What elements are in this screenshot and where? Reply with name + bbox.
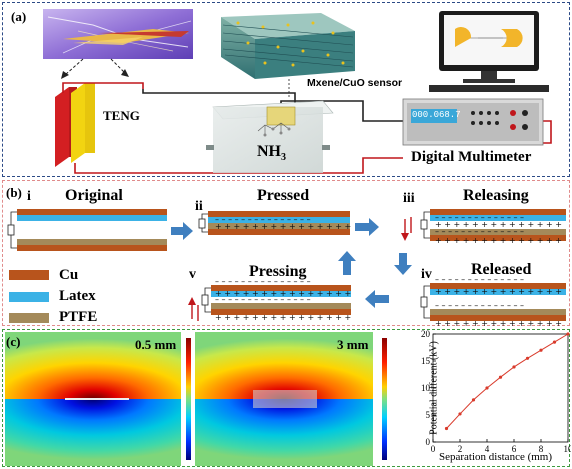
svg-text:– – – – – – – – – – – – – – –: – – – – – – – – – – – – – – – bbox=[215, 277, 311, 286]
panel-b: – – – – – – – – – – – – – – – + + + + + … bbox=[2, 180, 570, 327]
glowing-sheet-image bbox=[43, 9, 193, 59]
mxene-stack-image bbox=[221, 13, 355, 79]
gas-label-subscript: 3 bbox=[281, 152, 286, 164]
series-line bbox=[446, 333, 569, 429]
data-point bbox=[444, 426, 449, 431]
x-tick-label: 0 bbox=[431, 444, 436, 454]
stage-iii-device bbox=[420, 209, 566, 241]
legend-ptfe: PTFE bbox=[59, 309, 98, 325]
data-point bbox=[485, 386, 489, 390]
chart-frame bbox=[432, 333, 569, 443]
meter-reading: 000.068.7 bbox=[412, 110, 461, 120]
stage-i-device bbox=[7, 209, 167, 251]
svg-text:+ + + + + + + + + + + + + +: + + + + + + + + + + + + + + bbox=[435, 220, 562, 229]
stage-iv-numeral: iv bbox=[421, 267, 432, 282]
stage-i-title: Original bbox=[65, 187, 123, 204]
y-tick-label: 20 bbox=[421, 330, 431, 339]
svg-text:+ + + + + + + + + + + + + + +: + + + + + + + + + + + + + + + bbox=[215, 313, 351, 322]
sensor-label: Mxene/CuO sensor bbox=[307, 77, 403, 89]
legend-swatch-ptfe bbox=[9, 313, 49, 323]
data-point bbox=[458, 412, 462, 416]
stage-ii-device bbox=[198, 211, 350, 235]
gas-label-main: NH bbox=[257, 143, 281, 160]
data-point bbox=[539, 348, 543, 352]
map-1-label: 0.5 mm bbox=[135, 337, 177, 352]
data-point bbox=[512, 365, 516, 369]
chart-ylabel: Potential different (kV) bbox=[428, 341, 440, 435]
chart-xlabel: Separation distance (mm) bbox=[439, 451, 553, 463]
data-point bbox=[552, 340, 557, 344]
stage-ii-numeral: ii bbox=[195, 199, 203, 214]
svg-text:– – – – – – – – – – – – – –: – – – – – – – – – – – – – – bbox=[435, 227, 524, 236]
teng-device bbox=[55, 83, 95, 167]
motion-arrows bbox=[188, 217, 412, 321]
svg-text:– – – – – – – – – – – – – –: – – – – – – – – – – – – – – bbox=[435, 301, 524, 310]
stage-iii-title: Releasing bbox=[463, 187, 529, 204]
data-point bbox=[525, 356, 530, 360]
multimeter-label: Digital Multimeter bbox=[411, 149, 532, 165]
svg-text:+ + + + + + + + + + + + + + +: + + + + + + + + + + + + + + + bbox=[215, 289, 351, 298]
legend-swatch-cu bbox=[9, 270, 49, 280]
charge-signs: – – – – – – – – – – – – – – – + + + + + … bbox=[215, 213, 562, 327]
panel-a: (a) TENG Mxene/CuO sensor NH3 000.068.7 … bbox=[2, 2, 570, 177]
stage-v-device bbox=[201, 285, 351, 315]
legend-swatch-latex bbox=[9, 292, 49, 302]
panel-a-graphics bbox=[43, 9, 552, 174]
svg-text:– – – – – – – – – – – – – – –: – – – – – – – – – – – – – – – bbox=[215, 215, 311, 224]
stage-iv-device bbox=[420, 283, 566, 321]
process-arrows bbox=[171, 218, 412, 308]
field-map-2 bbox=[195, 332, 387, 466]
panel-b-label: (b) bbox=[6, 185, 22, 200]
data-point bbox=[566, 332, 570, 336]
map-2-label: 3 mm bbox=[337, 337, 369, 352]
stage-v-title: Pressing bbox=[249, 263, 307, 280]
panel-c-graphics: 0 2 4 6 8 10 0 5 10 15 20 bbox=[5, 330, 571, 466]
svg-text:– – – – – – – – – – – – – –: – – – – – – – – – – – – – – bbox=[435, 213, 524, 222]
panel-b-graphics: – – – – – – – – – – – – – – – + + + + + … bbox=[7, 209, 566, 327]
field-map-1 bbox=[5, 332, 191, 466]
svg-text:+ + + + + + + + + + + + + +: + + + + + + + + + + + + + + bbox=[435, 287, 562, 296]
legend-cu: Cu bbox=[59, 267, 79, 283]
y-tick-label: 5 bbox=[426, 410, 431, 420]
svg-text:+ + + + + + + + + + + + + + +: + + + + + + + + + + + + + + + bbox=[215, 222, 351, 231]
gas-chamber bbox=[206, 100, 334, 173]
gas-label: NH3 bbox=[257, 143, 286, 163]
stage-i-numeral: i bbox=[27, 189, 31, 204]
svg-text:– – – – – – – – – – – – – – –: – – – – – – – – – – – – – – – bbox=[215, 295, 311, 304]
data-point bbox=[471, 398, 476, 402]
svg-text:+ + + + + + + + + + + + + +: + + + + + + + + + + + + + + bbox=[435, 236, 562, 245]
digital-multimeter bbox=[402, 98, 544, 146]
y-tick-label: 0 bbox=[426, 437, 431, 447]
stage-v-numeral: v bbox=[189, 267, 196, 282]
y-tick-label: 10 bbox=[421, 383, 431, 393]
data-point bbox=[498, 375, 503, 379]
panel-a-label: (a) bbox=[11, 9, 27, 24]
stage-iv-title: Released bbox=[471, 261, 532, 278]
potential-chart: 0 2 4 6 8 10 0 5 10 15 20 bbox=[421, 330, 571, 454]
x-tick-label: 6 bbox=[512, 444, 517, 454]
x-tick-label: 4 bbox=[485, 444, 490, 454]
computer-monitor bbox=[429, 11, 549, 92]
x-tick-label: 10 bbox=[564, 444, 572, 454]
legend-swatches bbox=[9, 270, 49, 323]
x-tick-label: 8 bbox=[539, 444, 544, 454]
teng-label: TENG bbox=[103, 108, 140, 123]
svg-text:– – – – – – – – – – – – – –: – – – – – – – – – – – – – – bbox=[435, 275, 524, 284]
x-tick-label: 2 bbox=[458, 444, 463, 454]
y-tick-label: 15 bbox=[421, 356, 431, 366]
stage-ii-title: Pressed bbox=[257, 187, 310, 204]
panel-c: 0 2 4 6 8 10 0 5 10 15 20 (c) 0.5 mm 3 mm Separati… bbox=[2, 329, 571, 467]
panel-c-label: (c) bbox=[6, 334, 21, 349]
stage-iii-numeral: iii bbox=[403, 191, 415, 206]
legend-latex: Latex bbox=[59, 288, 96, 304]
svg-text:+ + + + + + + + + + + + + +: + + + + + + + + + + + + + + bbox=[435, 319, 562, 327]
